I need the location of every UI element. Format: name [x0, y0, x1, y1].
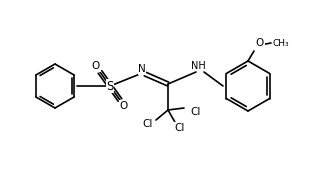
Text: O: O — [120, 101, 128, 111]
Text: Cl: Cl — [175, 123, 185, 133]
Text: O: O — [256, 38, 264, 48]
Text: N: N — [138, 64, 146, 74]
Text: CH₃: CH₃ — [273, 39, 289, 47]
Text: Cl: Cl — [191, 107, 201, 117]
Text: S: S — [106, 79, 114, 93]
Text: O: O — [92, 61, 100, 71]
Text: NH: NH — [191, 61, 205, 71]
Text: Cl: Cl — [143, 119, 153, 129]
